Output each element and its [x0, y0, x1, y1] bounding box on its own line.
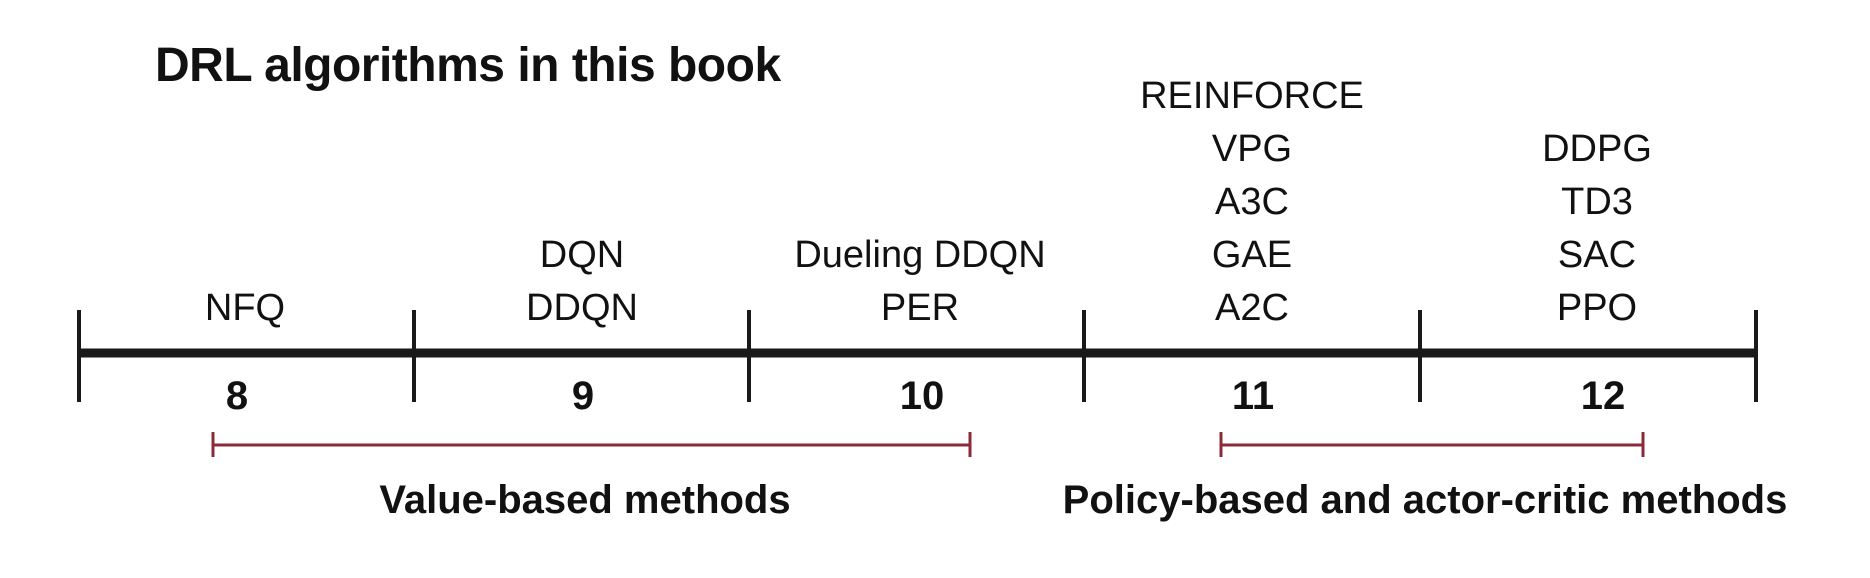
chapter-number-9: 9	[571, 374, 595, 418]
algorithm-label: DDPG	[1542, 128, 1652, 170]
chapter-12-algorithms: DDPG TD3 SAC PPO	[1542, 123, 1652, 335]
chapter-number-10: 10	[899, 374, 945, 418]
chapter-9-algorithms: DQN DDQN	[526, 229, 638, 335]
chapter-11-algorithms: REINFORCE VPG A3C GAE A2C	[1140, 70, 1364, 335]
value-based-bracket	[211, 432, 972, 457]
policy-based-bracket	[1219, 432, 1645, 457]
algorithm-label: NFQ	[204, 287, 286, 329]
chapter-number-8: 8	[225, 374, 249, 418]
policy-based-label: Policy-based and actor-critic methods	[1062, 478, 1788, 522]
algorithm-label: DQN	[539, 234, 625, 276]
chapter-number-12: 12	[1580, 374, 1626, 418]
algorithm-label: VPG	[1211, 128, 1293, 170]
chapter-number-11: 11	[1231, 374, 1275, 418]
value-based-label: Value-based methods	[379, 478, 791, 522]
algorithm-label: REINFORCE	[1140, 75, 1364, 117]
algorithm-label: TD3	[1561, 181, 1633, 223]
algorithm-label: Dueling DDQN	[794, 234, 1046, 276]
algorithm-label: PER	[880, 287, 960, 329]
algorithm-label: PPO	[1556, 287, 1638, 329]
algorithm-label: GAE	[1211, 234, 1293, 276]
algorithm-label: A2C	[1215, 287, 1289, 329]
algorithm-label: SAC	[1557, 234, 1637, 276]
algorithm-label: DDQN	[526, 287, 638, 329]
diagram-title: DRL algorithms in this book	[155, 39, 781, 92]
algorithm-label: A3C	[1215, 181, 1289, 223]
chapter-10-algorithms: Dueling DDQN PER	[794, 229, 1045, 335]
chapter-8-algorithms: NFQ	[205, 282, 285, 335]
